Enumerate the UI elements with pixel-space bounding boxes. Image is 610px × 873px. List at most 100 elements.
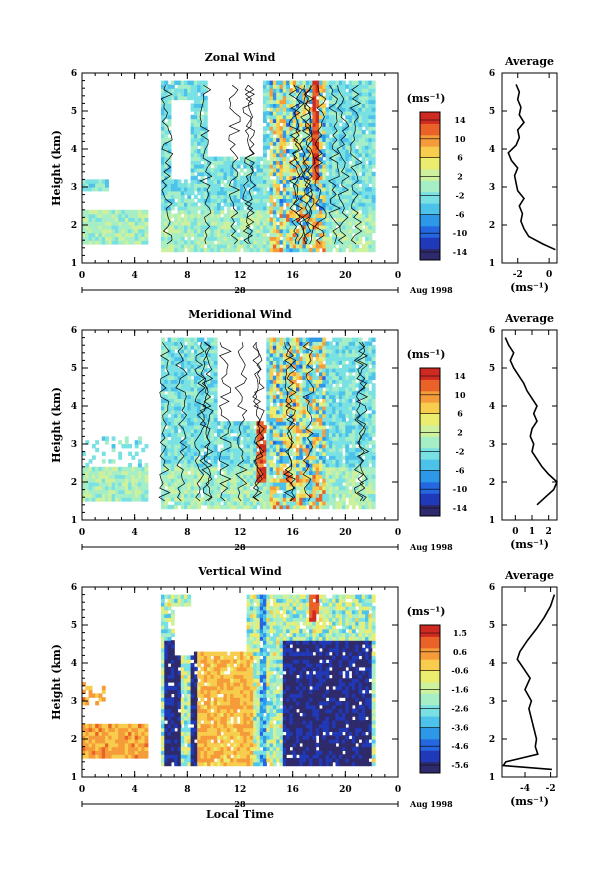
- heatmap-cell: [177, 80, 182, 85]
- heatmap-cell: [272, 379, 277, 384]
- heatmap-cell: [124, 485, 129, 491]
- heatmap-cell: [335, 463, 340, 468]
- heatmap-cell: [335, 194, 340, 199]
- heatmap-cell: [200, 425, 205, 430]
- heatmap-cell: [220, 425, 225, 430]
- heatmap-cell: [319, 88, 323, 93]
- heatmap-cell: [170, 436, 175, 441]
- heatmap-cell: [299, 95, 304, 101]
- heatmap-cell: [368, 198, 373, 203]
- heatmap-cell: [263, 149, 267, 154]
- heatmap-cell: [217, 485, 221, 491]
- heatmap-cell: [365, 247, 369, 253]
- heatmap-cell: [348, 114, 353, 120]
- heatmap-cell: [174, 202, 179, 207]
- heatmap-cell: [174, 417, 179, 422]
- heatmap-cell: [193, 202, 198, 207]
- heatmap-cell: [223, 489, 228, 494]
- heatmap-cell: [322, 444, 327, 449]
- heatmap-cell: [105, 485, 109, 491]
- heatmap-cell: [315, 379, 320, 384]
- colorbar-swatch: [420, 112, 440, 119]
- heatmap-cell: [95, 213, 100, 218]
- heatmap-cell: [233, 232, 238, 237]
- heatmap-cell: [292, 478, 297, 483]
- heatmap-cell: [256, 202, 261, 207]
- heatmap-cell: [328, 421, 333, 426]
- heatmap-cell: [223, 244, 228, 249]
- heatmap-cell: [299, 387, 304, 392]
- heatmap-cell: [315, 111, 320, 116]
- heatmap-cell: [332, 152, 337, 158]
- heatmap-cell: [322, 103, 327, 108]
- heatmap-cell: [197, 470, 202, 475]
- heatmap-cell: [269, 141, 274, 146]
- heatmap-cell: [351, 92, 356, 97]
- heatmap-cell: [193, 349, 198, 354]
- heatmap-cell: [325, 160, 330, 165]
- heatmap-cell: [164, 383, 169, 388]
- heatmap-cell: [345, 198, 350, 203]
- heatmap-cell: [180, 228, 185, 234]
- heatmap-cell: [266, 171, 271, 177]
- heatmap-cell: [302, 368, 307, 373]
- heatmap-cell: [190, 88, 195, 93]
- heatmap-cell: [312, 501, 317, 506]
- heatmap-cell: [348, 194, 353, 199]
- heatmap-cell: [296, 168, 300, 173]
- heatmap-cell: [269, 485, 274, 491]
- heatmap-cell: [325, 236, 330, 241]
- colorbar-swatch: [420, 180, 440, 187]
- heatmap-cell: [108, 493, 113, 498]
- heatmap-cell: [319, 114, 323, 120]
- heatmap-cell: [213, 183, 218, 188]
- heatmap-cell: [269, 137, 274, 142]
- heatmap-cell: [289, 99, 294, 104]
- heatmap-cell: [200, 341, 205, 346]
- heatmap-cell: [170, 387, 175, 392]
- heatmap-cell: [177, 190, 182, 196]
- heatmap-cell: [177, 390, 182, 396]
- heatmap-cell: [101, 236, 106, 241]
- heatmap-cell: [170, 360, 175, 365]
- heatmap-cell: [174, 225, 179, 230]
- heatmap-cell: [269, 466, 274, 472]
- heatmap-cell: [358, 95, 363, 101]
- heatmap-cell: [282, 209, 287, 215]
- heatmap-cell: [361, 228, 366, 234]
- heatmap-cell: [223, 504, 228, 510]
- heatmap-cell: [305, 485, 310, 491]
- heatmap-cell: [220, 504, 225, 510]
- heatmap-cell: [309, 95, 313, 101]
- heatmap-cell: [249, 236, 254, 241]
- heatmap-cell: [272, 92, 277, 97]
- heatmap-cell: [101, 221, 106, 226]
- heatmap-cell: [187, 417, 192, 422]
- heatmap-cell: [371, 213, 376, 218]
- heatmap-cell: [108, 236, 113, 241]
- heatmap-cell: [193, 232, 198, 237]
- heatmap-cell: [302, 406, 307, 411]
- heatmap-cell: [197, 99, 202, 104]
- heatmap-cell: [351, 194, 356, 199]
- heatmap-cell: [328, 240, 333, 245]
- heatmap-cell: [134, 213, 139, 218]
- heatmap-cell: [170, 421, 175, 426]
- heatmap-cell: [269, 383, 274, 388]
- heatmap-cell: [296, 470, 300, 475]
- heatmap-cell: [365, 236, 369, 241]
- heatmap-cell: [286, 217, 290, 222]
- heatmap-cell: [335, 149, 340, 154]
- heatmap-cell: [342, 485, 346, 491]
- heatmap-cell: [114, 489, 119, 494]
- average-y-tick-label: 3: [489, 183, 495, 193]
- heatmap-cell: [358, 190, 363, 196]
- heatmap-cell: [246, 244, 251, 249]
- heatmap-cell: [279, 459, 284, 464]
- heatmap-cell: [203, 183, 208, 188]
- heatmap-cell: [259, 247, 264, 253]
- colorbar-swatch: [420, 214, 440, 221]
- heatmap-cell: [230, 194, 234, 199]
- heatmap-cell: [190, 444, 195, 449]
- heatmap-cell: [124, 436, 129, 441]
